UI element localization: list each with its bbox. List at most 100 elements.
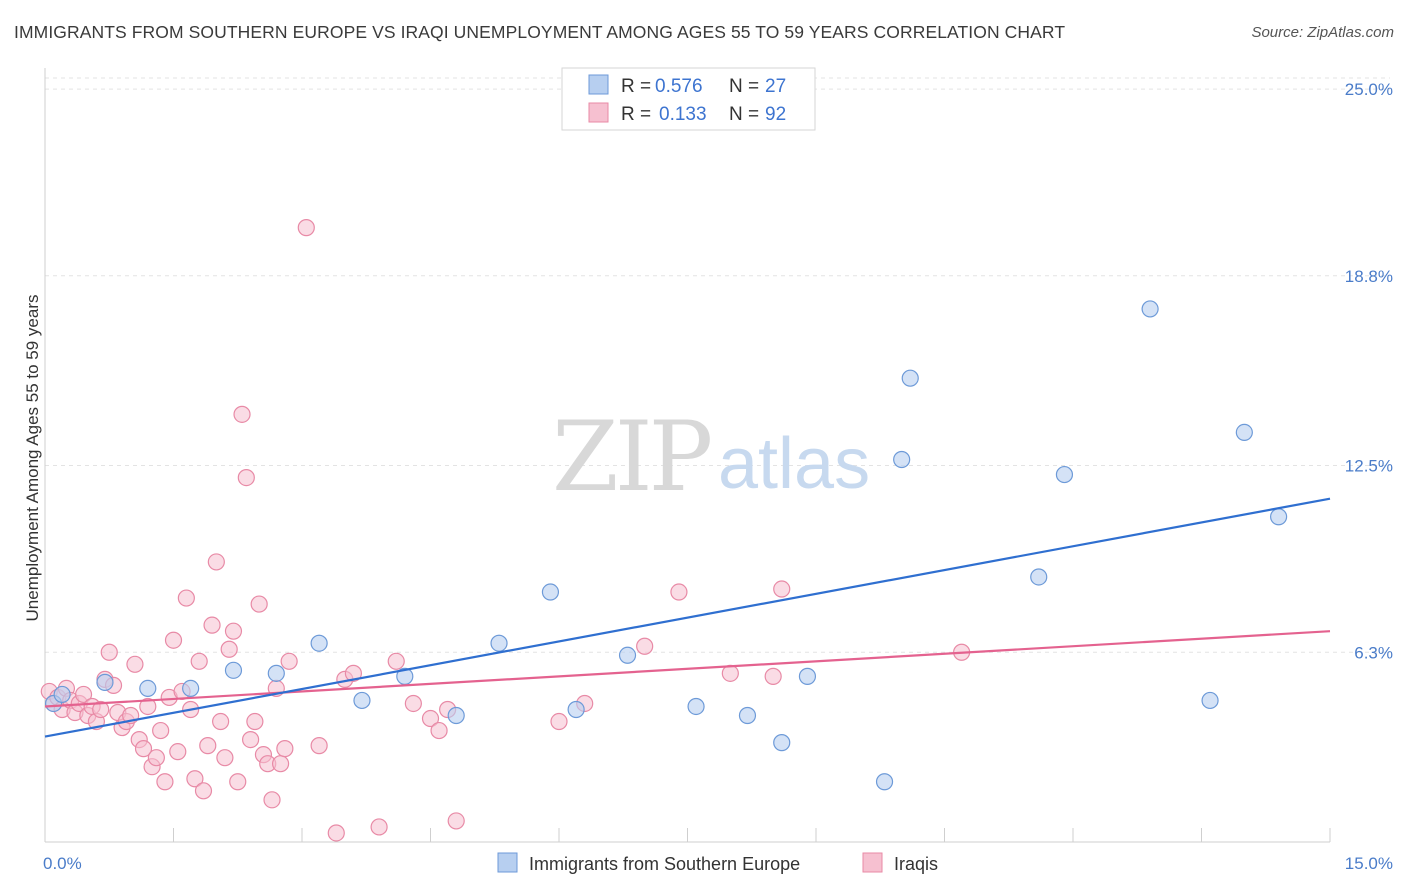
tick-labels: 6.3% 12.5% 18.8% 25.0% 0.0% 15.0% [43, 80, 1393, 873]
point-iraqis [92, 700, 110, 719]
point-southern-europe [1141, 300, 1159, 318]
y-tick-label: 12.5% [1345, 457, 1393, 476]
point-iraqis [387, 652, 405, 670]
point-iraqis [550, 712, 568, 731]
y-tick-label: 25.0% [1345, 80, 1393, 99]
legend-n-value-2: 92 [765, 104, 786, 125]
legend-swatch-blue [588, 74, 609, 95]
bottom-legend-swatch-pink [862, 852, 883, 873]
legend-r-label-2: R = [621, 104, 651, 125]
point-iraqis [370, 818, 388, 836]
legend-r-label-1: R = [621, 76, 651, 97]
bottom-legend-swatch-blue [497, 852, 518, 873]
source-credit: Source: ZipAtlas.com [1251, 24, 1394, 41]
point-iraqis [74, 685, 93, 704]
point-southern-europe [353, 691, 371, 710]
point-iraqis [670, 583, 688, 601]
point-iraqis [250, 595, 268, 613]
point-iraqis [216, 749, 234, 767]
point-southern-europe [901, 369, 919, 387]
y-axis-label: Unemployment Among Ages 55 to 59 years [23, 295, 42, 622]
bottom-legend-label-1: Immigrants from Southern Europe [529, 854, 800, 874]
point-iraqis [147, 749, 165, 767]
point-southern-europe [1030, 568, 1048, 586]
point-southern-europe [1269, 508, 1288, 526]
point-iraqis [164, 631, 183, 649]
point-southern-europe [541, 583, 560, 601]
point-iraqis [169, 743, 187, 761]
point-iraqis [152, 721, 170, 740]
point-iraqis [212, 712, 230, 731]
bottom-legend: Immigrants from Southern Europe Iraqis [497, 852, 938, 874]
point-iraqis [773, 580, 791, 598]
point-iraqis [404, 694, 422, 713]
point-iraqis [271, 755, 290, 773]
legend-n-label-1: N = [729, 76, 759, 97]
point-southern-europe [798, 667, 817, 685]
point-iraqis [194, 782, 213, 800]
point-iraqis [237, 468, 255, 487]
point-iraqis [139, 697, 157, 716]
point-iraqis [203, 616, 221, 634]
point-southern-europe [893, 450, 911, 469]
x-tick-label: 15.0% [1345, 854, 1393, 873]
point-iraqis [190, 652, 208, 670]
legend: R = 0.576 N = 27 R = 0.133 N = 92 [561, 67, 816, 131]
legend-r-value-2: 0.133 [659, 104, 707, 125]
point-southern-europe [53, 685, 71, 704]
point-iraqis [421, 709, 440, 728]
point-iraqis [186, 770, 204, 788]
point-southern-europe [139, 679, 157, 698]
axes [44, 68, 1331, 843]
point-iraqis [764, 667, 782, 685]
point-iraqis [297, 219, 315, 237]
point-southern-europe [687, 697, 705, 716]
point-iraqis [430, 721, 448, 740]
legend-n-value-1: 27 [765, 76, 786, 97]
point-southern-europe [1201, 691, 1219, 710]
point-southern-europe [224, 661, 243, 679]
point-iraqis [233, 405, 251, 423]
point-iraqis [263, 791, 281, 809]
trend-line-southern-europe [44, 497, 1331, 738]
point-iraqis [156, 773, 174, 791]
point-southern-europe [490, 634, 508, 652]
point-iraqis [310, 737, 328, 755]
point-iraqis [100, 643, 118, 661]
point-iraqis [134, 740, 153, 758]
x-tick-label: 0.0% [43, 854, 82, 873]
point-iraqis [344, 664, 362, 682]
point-southern-europe [567, 700, 585, 719]
point-southern-europe [738, 706, 757, 725]
point-iraqis [636, 637, 654, 655]
point-southern-europe [182, 679, 200, 698]
point-iraqis [327, 824, 345, 842]
legend-swatch-pink [588, 102, 609, 123]
trend-line-iraqis [44, 630, 1331, 708]
point-iraqis [126, 655, 144, 673]
point-southern-europe [1235, 423, 1253, 442]
watermark-zip: ZIP [552, 401, 711, 513]
point-southern-europe [1055, 465, 1074, 484]
point-iraqis [242, 731, 260, 749]
y-tick-label: 18.8% [1345, 267, 1393, 286]
bottom-legend-label-2: Iraqis [894, 854, 938, 874]
trend-lines [44, 497, 1331, 738]
point-iraqis [229, 773, 247, 791]
point-iraqis [177, 589, 195, 607]
watermark: ZIP atlas [552, 401, 870, 513]
point-iraqis [276, 740, 294, 758]
point-iraqis [207, 553, 225, 571]
data-points [40, 219, 1288, 842]
point-iraqis [224, 622, 243, 640]
point-southern-europe [96, 673, 114, 691]
point-southern-europe [773, 734, 791, 752]
grid-lines [45, 77, 1390, 653]
point-southern-europe [875, 773, 894, 791]
watermark-atlas: atlas [718, 424, 870, 504]
y-tick-label: 6.3% [1354, 643, 1393, 662]
legend-n-label-2: N = [729, 104, 759, 125]
point-iraqis [220, 640, 238, 658]
point-iraqis [246, 712, 264, 731]
